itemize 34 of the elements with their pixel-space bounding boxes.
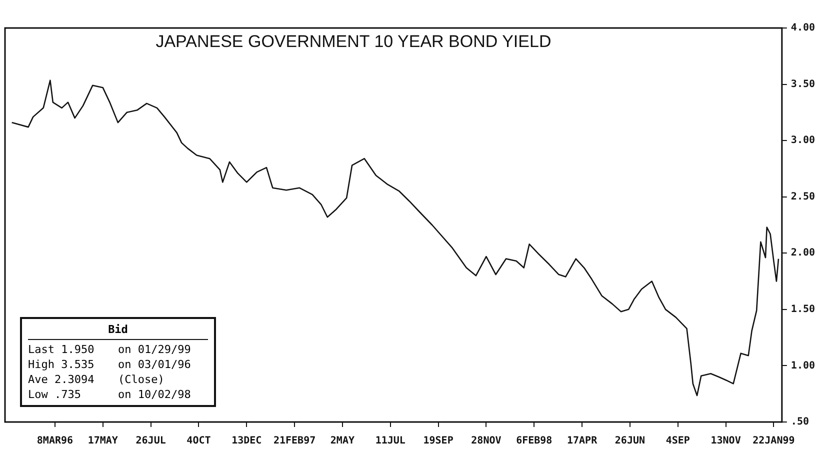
y-tick-label: 2.50 bbox=[790, 191, 816, 202]
annotation: Last 1.950 bbox=[28, 343, 96, 356]
annotation: (Close) bbox=[118, 373, 166, 386]
x-tick-label: 4OCT bbox=[186, 436, 211, 447]
y-tick-label: 4.00 bbox=[790, 22, 816, 34]
x-tick-label: 8MAR96 bbox=[36, 436, 74, 447]
annotation: on 01/29/99 bbox=[118, 343, 192, 356]
x-tick-label: 13NOV bbox=[710, 436, 741, 447]
annotation: High 3.535 bbox=[28, 358, 96, 371]
x-tick-label: 26JUL bbox=[136, 436, 166, 447]
annotation: Ave 2.3094 bbox=[28, 373, 96, 386]
x-tick-label: 4SEP bbox=[666, 436, 690, 447]
y-tick-label: 2.00 bbox=[790, 248, 816, 259]
x-tick-label: 2MAY bbox=[330, 436, 355, 447]
y-tick-label: .50 bbox=[790, 416, 809, 428]
annotation: Low .735 bbox=[28, 388, 82, 401]
y-tick-label: 3.50 bbox=[790, 78, 816, 90]
x-tick-label: 28NOV bbox=[471, 436, 502, 447]
y-tick-label: 1.00 bbox=[790, 360, 816, 372]
annotation: Bid bbox=[28, 321, 208, 340]
annotation: on 10/02/98 bbox=[118, 388, 192, 401]
x-tick-label: 26JUN bbox=[614, 436, 646, 447]
x-tick-label: 13DEC bbox=[232, 436, 262, 447]
x-tick-label: 17MAY bbox=[88, 436, 118, 447]
annotation: on 03/01/96 bbox=[118, 358, 192, 371]
y-tick-label: 3.00 bbox=[790, 135, 816, 146]
chart-title: JAPANESE GOVERNMENT 10 YEAR BOND YIELD bbox=[156, 32, 552, 52]
x-tick-label: 6FEB98 bbox=[516, 436, 552, 447]
x-tick-label: 21FEB97 bbox=[273, 436, 316, 447]
x-tick-label: 22JAN99 bbox=[752, 436, 795, 447]
x-tick-label: 17APR bbox=[566, 436, 598, 447]
x-tick-label: 19SEP bbox=[423, 436, 454, 447]
y-tick-label: 1.50 bbox=[790, 304, 816, 316]
x-tick-label: 11JUL bbox=[375, 436, 406, 447]
